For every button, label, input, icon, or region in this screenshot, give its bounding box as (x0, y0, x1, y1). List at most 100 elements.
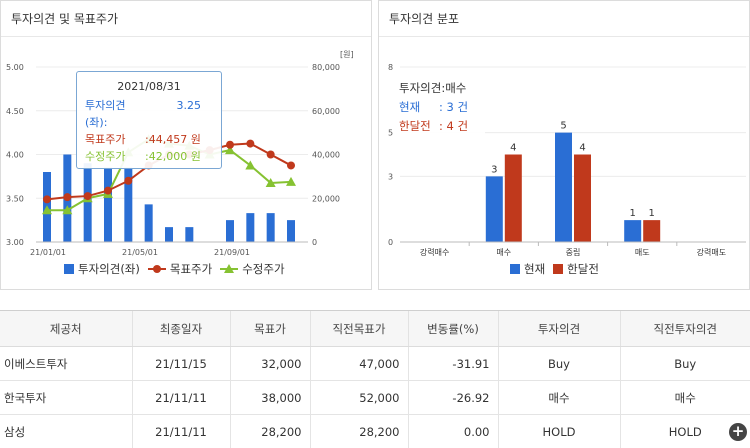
cell-date: 21/11/15 (131, 346, 230, 381)
distribution-bar (574, 154, 591, 242)
y-tick-label: 8 (388, 63, 393, 72)
y-right-tick-label: 20,000 (312, 194, 340, 203)
y-left-tick-label: 4.00 (6, 151, 24, 160)
opinion-bar (124, 167, 133, 242)
opinion-bar (287, 220, 295, 242)
bar-data-label: 3 (491, 164, 497, 175)
y-tick-label: 5 (388, 129, 393, 138)
category-label: 강력매수 (420, 247, 449, 257)
category-label: 매도 (635, 248, 650, 257)
col-header-target[interactable]: 목표가 (229, 310, 310, 347)
plus-circle-icon[interactable]: + (729, 423, 747, 441)
distribution-bar (555, 132, 572, 242)
target-point (246, 139, 255, 148)
opinion-bar (246, 213, 255, 242)
distribution-tooltip: 투자의견:매수 현재 : 3 건 한달전 : 4 건 (393, 75, 485, 145)
y-right-tick-label: 60,000 (312, 107, 340, 116)
legend-item-target[interactable]: 목표주가 (147, 261, 213, 277)
table-header-row: 제공처 최종일자 목표가 직전목표가 변동률(%) 투자의견 직전투자의견 (0, 310, 750, 347)
distribution-bar (504, 154, 522, 242)
legend-item-month-ago[interactable]: 한달전 (553, 261, 599, 277)
col-header-prev-target[interactable]: 직전목표가 (309, 310, 408, 347)
cell-change: 0.00 (407, 414, 498, 448)
bar-data-label: 1 (630, 208, 636, 219)
tooltip-label: 수정주가 (85, 150, 126, 163)
col-header-prev-opinion[interactable]: 직전투자의견 (619, 310, 750, 347)
legend-label: 목표주가 (169, 262, 213, 276)
col-header-opinion[interactable]: 투자의견 (497, 310, 620, 347)
cell-change: -31.91 (407, 346, 498, 381)
table-row: 한국투자 21/11/11 38,000 52,000 -26.92 매수 매수 (0, 380, 750, 415)
distribution-legend: 현재 한달전 (510, 261, 599, 277)
tooltip-value: 3.25 (176, 99, 202, 112)
target-point (43, 195, 51, 204)
cell-target: 32,000 (229, 346, 310, 381)
cell-opinion: Buy (497, 346, 620, 381)
bar-data-label: 4 (510, 143, 516, 154)
col-header-date[interactable]: 최종일자 (131, 310, 230, 347)
opinion-distribution-chart: 3 5 1 4 4 1 8 5 3 0 강력매수 매수 중립 매도 강력매도 (388, 63, 746, 257)
table-row: 이베스트투자 21/11/15 32,000 47,000 -31.91 Buy… (0, 346, 750, 381)
y-right-tick-label: 40,000 (312, 151, 340, 160)
tooltip-label: 한달전 (399, 119, 431, 133)
cell-opinion: HOLD (497, 414, 620, 448)
price-point (286, 176, 296, 186)
cell-target: 38,000 (229, 380, 310, 415)
tooltip-label: 목표주가 (85, 133, 126, 146)
opinion-bar (104, 167, 112, 242)
x-tick-label: 21/05/01 (122, 248, 158, 257)
tooltip-value: :44,457 원 (145, 133, 201, 146)
legend-item-price[interactable]: 수정주가 (220, 261, 285, 277)
y-right-unit: [원] (340, 50, 354, 59)
opinion-bar (226, 220, 234, 242)
cell-provider: 한국투자 (0, 380, 132, 415)
chart-tooltip: 2021/08/31 투자의견(좌): 3.25 목표주가 :44,457 원 … (76, 71, 222, 169)
price-point (225, 145, 235, 155)
target-point (124, 176, 133, 185)
opinion-bar (83, 163, 92, 242)
target-point (266, 150, 275, 159)
distribution-bar (643, 220, 661, 242)
cell-date: 21/11/11 (131, 414, 230, 448)
chart-legend: 투자의견(좌) 목표주가 수정주가 (64, 261, 285, 277)
tooltip-row-current: 현재 : 3 건 (399, 98, 479, 117)
legend-label: 현재 (524, 262, 546, 276)
tooltip-row-target: 목표주가 :44,457 원 (85, 131, 213, 148)
target-point (104, 186, 112, 195)
opinion-bar (185, 227, 194, 242)
tooltip-date: 2021/08/31 (117, 80, 181, 93)
y-left-tick-label: 3.00 (6, 238, 24, 247)
bar-data-label: 5 (560, 121, 566, 132)
target-point (83, 192, 92, 201)
legend-label: 투자의견(좌) (78, 262, 140, 276)
legend-line-triangle-icon (220, 264, 239, 273)
bar-data-label: 1 (649, 208, 655, 219)
tooltip-title: 투자의견:매수 (399, 81, 467, 95)
cell-date: 21/11/11 (131, 380, 230, 415)
opinion-bar (144, 204, 153, 242)
y-right-tick-label: 0 (312, 238, 317, 247)
cell-prev-target: 52,000 (309, 380, 408, 415)
distribution-bar (485, 176, 503, 242)
cell-opinion: 매수 (497, 380, 620, 415)
legend-item-current[interactable]: 현재 (510, 261, 545, 277)
y-left-tick-label: 5.00 (6, 63, 24, 72)
legend-label: 한달전 (567, 262, 599, 276)
tooltip-row-price: 수정주가 :42,000 원 (85, 148, 213, 165)
tooltip-value: :42,000 원 (145, 150, 201, 163)
y-left-tick-label: 4.50 (6, 107, 24, 116)
target-price-table: 제공처 최종일자 목표가 직전목표가 변동률(%) 투자의견 직전투자의견 이베… (0, 310, 750, 448)
legend-swatch (64, 264, 74, 274)
col-header-provider[interactable]: 제공처 (0, 310, 132, 347)
cell-prev-opinion: 매수 (619, 380, 750, 415)
legend-item-opinion[interactable]: 투자의견(좌) (64, 261, 140, 277)
col-header-change[interactable]: 변동률(%) (407, 310, 498, 347)
price-point (42, 205, 52, 215)
opinion-bar (266, 213, 275, 242)
legend-line-dot-icon (147, 265, 166, 273)
target-point (226, 140, 234, 149)
legend-swatch (510, 264, 520, 274)
tooltip-row-opinion: 투자의견(좌): 3.25 (85, 97, 213, 131)
cell-change: -26.92 (407, 380, 498, 415)
price-point (265, 177, 276, 187)
